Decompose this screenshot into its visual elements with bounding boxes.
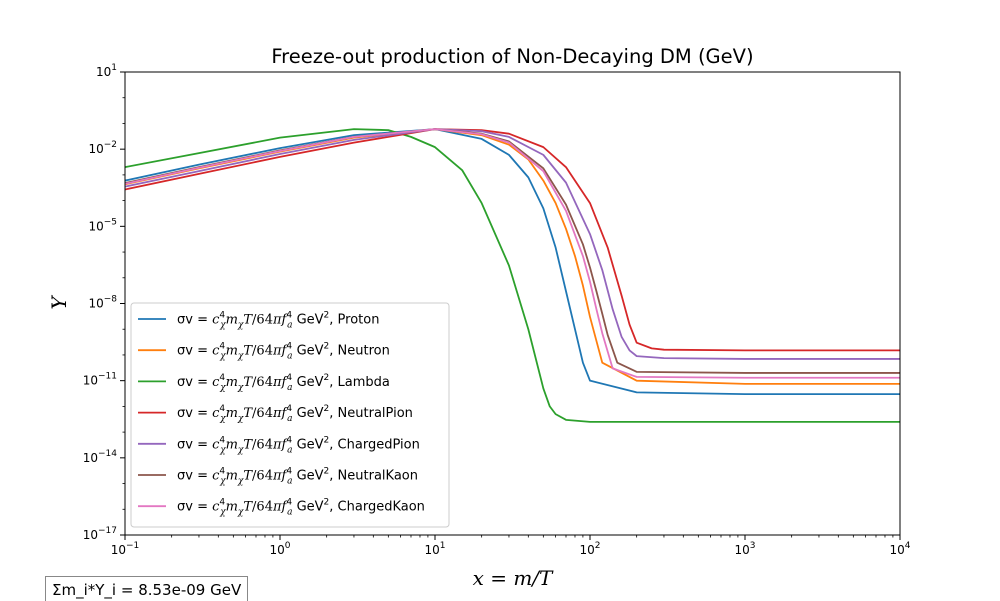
y-tick-label: 10−5: [88, 217, 117, 233]
y-tick-label: 10−11: [83, 372, 117, 388]
legend-label-chargedpion: σv = c4 χmχT/64πf4 a GeV2, ChargedPion: [177, 435, 420, 455]
y-tick-label: 10−8: [88, 295, 117, 311]
y-tick-label: 10−17: [83, 526, 117, 542]
legend-label-neutron: σv = c4 χmχT/64πf4 a GeV2, Neutron: [177, 342, 390, 362]
chart-title: Freeze-out production of Non-Decaying DM…: [271, 45, 753, 68]
series-line-chargedpion: [125, 128, 900, 360]
x-tick-label: 102: [579, 541, 600, 557]
series-line-lambda: [125, 128, 900, 423]
x-axis-label: x = m/T: [473, 566, 554, 590]
legend-label-chargedkaon: σv = c4 χmχT/64πf4 a GeV2, ChargedKaon: [177, 498, 425, 518]
x-tick-label: 101: [424, 541, 445, 557]
legend: σv = c4 χmχT/64πf4 a GeV2, Proton σv = c4 χm…: [130, 302, 450, 528]
legend-label-lambda: σv = c4 χmχT/64πf4 a GeV2, Lambda: [177, 373, 390, 393]
y-tick-label: 10−2: [88, 140, 117, 156]
legend-label-proton: σv = c4 χmχT/64πf4 a GeV2, Proton: [177, 311, 379, 331]
legend-label-neutralpion: σv = c4 χmχT/64πf4 a GeV2, NeutralPion: [177, 404, 413, 424]
sum-annotation-text: Σm_i*Y_i = 8.53e-09 GeV: [52, 581, 242, 599]
x-tick-label: 103: [734, 541, 755, 557]
x-tick-label: 10−1: [111, 541, 140, 557]
legend-label-neutralkaon: σv = c4 χmχT/64πf4 a GeV2, NeutralKaon: [177, 467, 418, 487]
series-line-chargedkaon: [125, 128, 900, 379]
sum-annotation: Σm_i*Y_i = 8.53e-09 GeV: [45, 576, 249, 601]
y-tick-label: 101: [96, 63, 117, 79]
series-line-neutralpion: [125, 128, 900, 352]
x-tick-label: 104: [889, 541, 910, 557]
series-line-proton: [125, 128, 900, 396]
y-axis-label: Y: [47, 295, 71, 310]
y-tick-label: 10−14: [83, 449, 118, 465]
x-tick-label: 100: [269, 541, 290, 557]
plot-frame: [124, 71, 901, 536]
